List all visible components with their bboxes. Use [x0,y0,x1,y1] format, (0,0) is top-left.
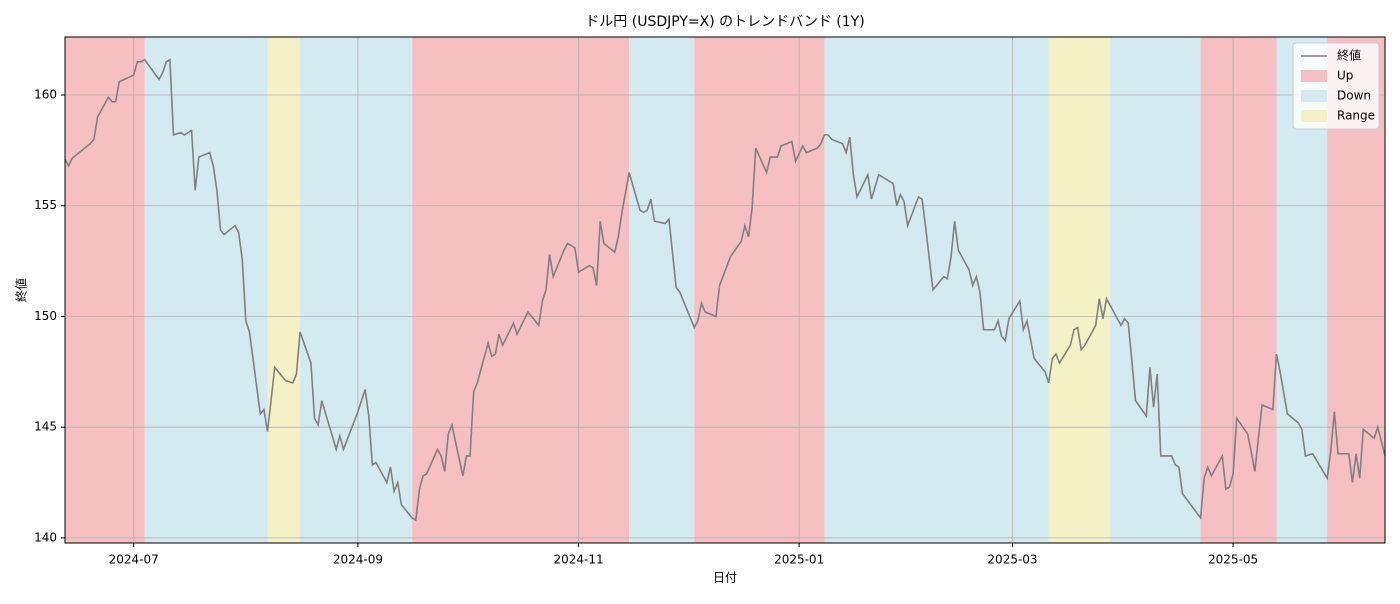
lines [64,58,1386,522]
y-tick-label: 140 [34,530,57,544]
x-tick-label: 2024-07 [109,553,159,567]
trend-band [144,37,268,543]
x-tick-label: 2024-11 [553,553,603,567]
legend-label: Down [1337,89,1371,103]
plot-frame [64,36,1386,544]
x-tick-label: 2025-03 [987,553,1037,567]
legend-swatch [1301,110,1327,122]
legend-box [1292,42,1380,130]
legend-label: 終値 [1337,48,1361,63]
x-tick-label: 2025-01 [774,553,824,567]
trend-band [694,37,825,543]
x-tick-label: 2025-05 [1208,553,1258,567]
trend-band [824,37,1049,543]
y-axis-label: 終値 [14,278,29,302]
grid [65,37,1385,543]
trend-band [267,37,301,543]
price-line [64,58,1386,522]
legend-label: Range [1337,109,1375,123]
trend-band [412,37,630,543]
x-axis-label: 日付 [713,571,737,585]
chart-title: ドル円 (USDJPY=X) のトレンドバンド (1Y) [585,14,864,30]
legend-swatch [1301,90,1327,102]
legend-label: Up [1337,69,1353,83]
y-tick-label: 145 [34,420,57,434]
bands [65,37,1385,543]
y-tick-label: 155 [34,198,57,212]
trend-band [1110,37,1201,543]
y-tick-label: 160 [34,88,57,102]
x-tick-label: 2024-09 [333,553,383,567]
legend: 終値 Up Down Range [1292,42,1380,130]
trend-band [1200,37,1277,543]
trend-band [1048,37,1111,543]
trend-band [300,37,413,543]
legend-swatch [1301,70,1327,82]
trend-band [65,37,145,543]
y-tick-label: 150 [34,309,57,323]
trend-band [629,37,695,543]
axes: 140 145 150 155 160 2024-07 2024-09 2024-11 2025… [34,36,1386,567]
